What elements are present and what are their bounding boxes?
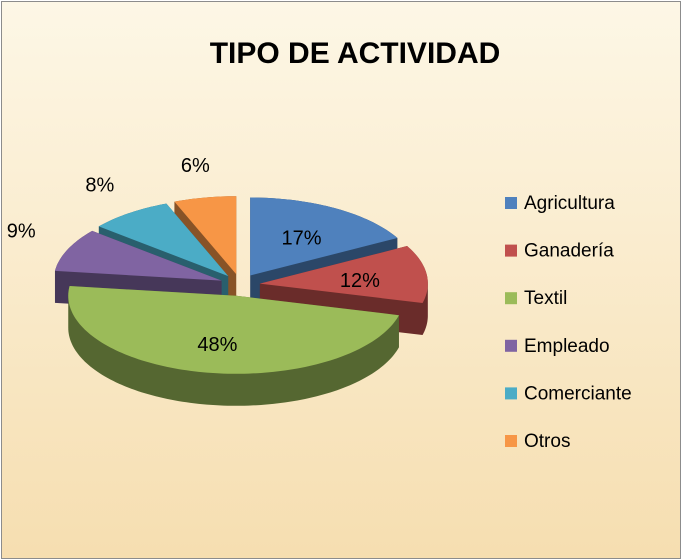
data-label: 12% [340, 270, 380, 292]
legend-label: Otros [524, 431, 570, 452]
data-label: 6% [181, 155, 210, 177]
legend-label: Agricultura [524, 193, 615, 214]
slice [250, 197, 398, 276]
data-label: 17% [281, 228, 321, 250]
legend-swatch [505, 339, 517, 352]
chart-title: TIPO DE ACTIVIDAD [210, 37, 501, 70]
legend-swatch [505, 292, 517, 305]
legend-label: Ganadería [524, 241, 614, 262]
data-label: 48% [197, 334, 237, 356]
data-label: 8% [85, 174, 114, 196]
legend-label: Textil [524, 288, 567, 309]
slice [68, 286, 399, 374]
legend-swatch [505, 197, 517, 209]
legend-swatch [505, 244, 517, 257]
legend-label: Comerciante [524, 383, 632, 404]
slice [174, 196, 237, 275]
legend-label: Empleado [524, 336, 610, 357]
legend-swatch [505, 387, 517, 400]
data-label: 9% [7, 221, 36, 243]
slice [54, 230, 222, 281]
slice [98, 203, 229, 277]
slice [259, 246, 428, 304]
legend-swatch [505, 435, 517, 447]
